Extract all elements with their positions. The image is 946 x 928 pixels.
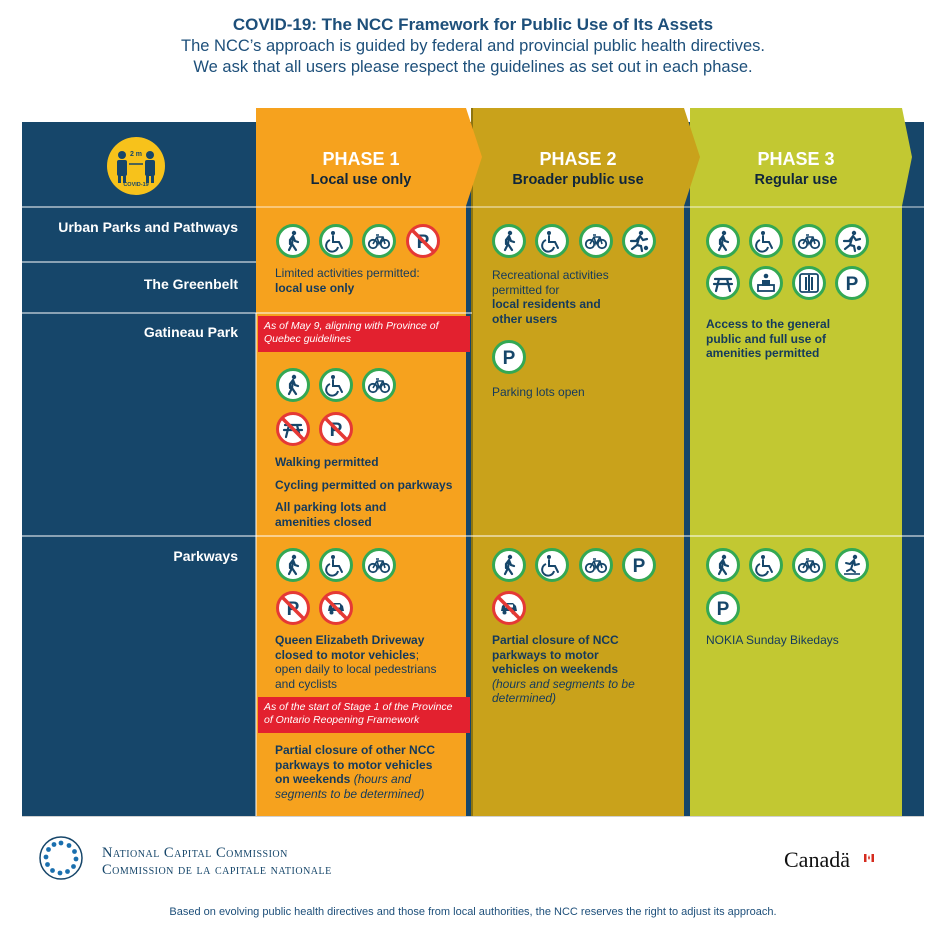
row-label-greenbelt: The Greenbelt	[143, 276, 238, 292]
no-car-icon	[492, 591, 526, 625]
phase2-title: PHASE 2	[539, 149, 617, 169]
row-label-gatineau-park: Gatineau Park	[143, 324, 238, 340]
phase1-gatineau-text: Walking permitted Cycling permitted on p…	[275, 455, 453, 529]
washroom-icon	[792, 266, 826, 300]
phase2-parking-text: Parking lots open	[492, 385, 585, 399]
walking-icon	[276, 368, 310, 402]
org-name-fr: Commission de la capitale nationale	[102, 862, 332, 878]
badge-distance: 2 m	[129, 151, 143, 158]
wheelchair-icon	[319, 224, 353, 258]
parkways-banner: As of the start of Stage 1 of the Provin…	[258, 697, 470, 733]
phase3-column	[690, 108, 912, 816]
skating-icon	[835, 548, 869, 582]
wheelchair-icon	[749, 548, 783, 582]
svg-text:P: P	[633, 556, 646, 577]
no-car-icon	[319, 591, 353, 625]
wheelchair-icon	[535, 548, 569, 582]
social-distancing-badge: 2 m COVID-19	[107, 137, 165, 195]
no-parking-icon: P	[406, 224, 440, 258]
bicycle-icon	[362, 368, 396, 402]
phase1-header: PHASE 1 Local use only	[256, 148, 466, 190]
bicycle-icon	[362, 224, 396, 258]
badge-label: COVID-19	[123, 182, 149, 188]
walking-icon	[706, 224, 740, 258]
no-parking-icon: P	[319, 412, 353, 446]
wheelchair-icon	[535, 224, 569, 258]
phase1-urban-text: Limited activities permitted: local use …	[275, 266, 420, 295]
org-name-en: National Capital Commission	[102, 845, 288, 861]
no-picnic-icon	[276, 412, 310, 446]
bicycle-icon	[579, 548, 613, 582]
walking-icon	[492, 224, 526, 258]
row-label-urban-parks: Urban Parks and Pathways	[58, 219, 238, 235]
svg-text:P: P	[717, 599, 730, 620]
phase2-urban-text: Recreational activities permitted for lo…	[492, 268, 609, 326]
running-icon	[622, 224, 656, 258]
walking-icon	[276, 548, 310, 582]
walking-icon	[492, 548, 526, 582]
distancing-people-icon	[117, 151, 155, 183]
phase1-title: PHASE 1	[322, 149, 400, 169]
svg-text:P: P	[846, 274, 859, 295]
food-vendor-icon	[749, 266, 783, 300]
svg-text:P: P	[503, 348, 516, 369]
phase3-urban-text: Access to the general public and full us…	[706, 317, 831, 360]
phase2-parkways-text: Partial closure of NCC parkways to motor…	[492, 633, 635, 705]
parking-icon: P	[835, 266, 869, 300]
no-parking-icon: P	[276, 591, 310, 625]
phase1-parkways-text: Queen Elizabeth Driveway closed to motor…	[275, 633, 437, 691]
page-title: COVID-19: The NCC Framework for Public U…	[232, 15, 714, 34]
bicycle-icon	[579, 224, 613, 258]
ncc-logo-icon	[39, 836, 83, 880]
phase3-header: PHASE 3 Regular use	[690, 148, 902, 190]
wheelchair-icon	[319, 548, 353, 582]
bicycle-icon	[792, 224, 826, 258]
wheelchair-icon	[319, 368, 353, 402]
walking-icon	[706, 548, 740, 582]
picnic-table-icon	[706, 266, 740, 300]
phase2-header: PHASE 2 Broader public use	[472, 148, 684, 190]
parking-icon: P	[706, 591, 740, 625]
footer: National Capital Commission Commission d…	[22, 816, 924, 899]
running-icon	[835, 224, 869, 258]
header: COVID-19: The NCC Framework for Public U…	[0, 14, 946, 78]
bicycle-icon	[362, 548, 396, 582]
phase3-title: PHASE 3	[757, 149, 835, 169]
phase1-label: Local use only	[310, 172, 412, 188]
row-label-parkways: Parkways	[173, 548, 238, 564]
canada-wordmark: Canadä	[784, 847, 850, 872]
gatineau-banner: As of May 9, aligning with Province of Q…	[258, 316, 470, 352]
phase2-label: Broader public use	[512, 172, 644, 188]
walking-icon	[276, 224, 310, 258]
parking-icon: P	[622, 548, 656, 582]
wheelchair-icon	[749, 224, 783, 258]
flag-icon	[864, 849, 874, 862]
parking-icon: P	[492, 340, 526, 374]
subtitle-line-2: We ask that all users please respect the…	[193, 58, 753, 76]
footnote: Based on evolving public health directiv…	[169, 906, 777, 918]
phase1-column	[256, 108, 482, 816]
phase3-parkways-text: NOKIA Sunday Bikedays	[706, 633, 839, 647]
subtitle-line-1: The NCC’s approach is guided by federal …	[181, 37, 765, 55]
phase3-label: Regular use	[754, 172, 838, 188]
phase1-parkways-text-2: Partial closure of other NCC parkways to…	[275, 743, 436, 801]
bicycle-icon	[792, 548, 826, 582]
phase2-column	[472, 108, 700, 816]
